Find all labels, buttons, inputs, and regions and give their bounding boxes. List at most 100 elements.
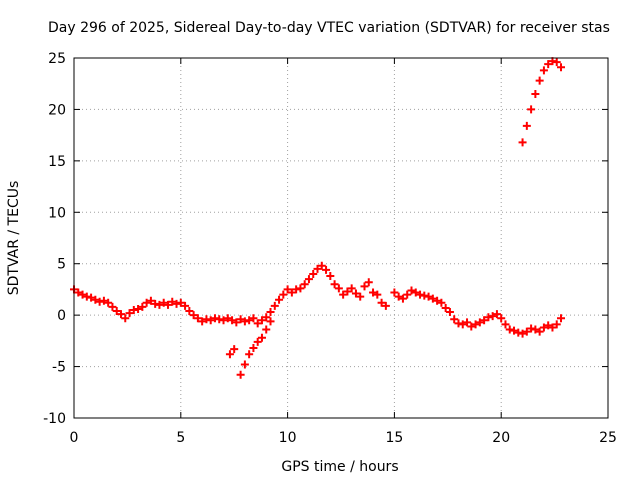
data-point	[522, 121, 531, 130]
data-point	[240, 317, 249, 326]
data-point	[360, 282, 369, 291]
data-point	[206, 316, 215, 325]
data-point	[373, 290, 382, 299]
data-point	[87, 293, 96, 302]
data-point	[339, 290, 348, 299]
data-point	[249, 344, 258, 353]
data-point	[522, 327, 531, 336]
y-tick-label: 20	[48, 102, 66, 118]
x-tick-label: 10	[279, 430, 297, 446]
data-point	[416, 290, 425, 299]
data-point	[326, 272, 335, 281]
x-tick-label: 0	[70, 430, 79, 446]
data-points	[70, 57, 566, 379]
data-point	[142, 298, 151, 307]
data-point	[116, 310, 125, 319]
data-point	[266, 308, 275, 317]
data-point	[527, 105, 536, 114]
data-point	[287, 288, 296, 297]
tick-labels: 0 5 10 15 20 25 -10 -5 0 5 10 15 20 25	[43, 51, 617, 446]
data-point	[544, 321, 553, 330]
data-point	[210, 314, 219, 323]
data-point	[539, 323, 548, 332]
data-point	[163, 300, 172, 309]
y-tick-label: 15	[48, 154, 66, 170]
data-point	[95, 297, 104, 306]
y-tick-label: -10	[43, 411, 66, 427]
data-point	[245, 316, 254, 325]
data-point	[544, 60, 553, 69]
data-point	[236, 315, 245, 324]
y-tick-label: -5	[52, 360, 66, 376]
y-axis-label: SDTVAR / TECUs	[6, 181, 22, 296]
data-point	[458, 320, 467, 329]
data-point	[232, 318, 241, 327]
data-point	[134, 304, 143, 313]
data-point	[535, 327, 544, 336]
data-point	[215, 315, 224, 324]
data-point	[467, 322, 476, 331]
data-point	[531, 90, 540, 98]
chart-title: Day 296 of 2025, Sidereal Day-to-day VTE…	[48, 20, 610, 36]
data-point	[381, 301, 390, 310]
data-point	[364, 278, 373, 287]
data-point	[390, 288, 399, 297]
data-point	[480, 316, 489, 325]
data-point	[510, 326, 519, 335]
plot-frame	[73, 57, 609, 419]
data-point	[309, 270, 318, 278]
data-point	[230, 345, 239, 354]
data-point	[198, 317, 207, 326]
y-tick-label: 25	[48, 51, 66, 67]
data-point	[403, 290, 412, 299]
axis-ticks	[73, 57, 609, 419]
data-point	[245, 350, 254, 359]
data-point	[168, 297, 177, 306]
data-point	[450, 315, 459, 324]
data-point	[497, 314, 506, 323]
data-point	[411, 288, 420, 297]
data-point	[121, 314, 130, 323]
data-point	[296, 284, 305, 293]
data-point	[266, 317, 275, 326]
data-point	[488, 312, 497, 321]
data-point	[300, 280, 309, 289]
data-point	[181, 301, 190, 310]
data-point	[557, 314, 566, 323]
y-tick-label: 5	[57, 257, 66, 273]
data-point	[304, 275, 313, 284]
data-point	[104, 298, 113, 307]
data-point	[253, 319, 262, 328]
data-point	[249, 314, 258, 323]
data-point	[240, 360, 249, 369]
data-point	[193, 314, 202, 323]
data-point	[189, 311, 198, 320]
data-point	[552, 58, 561, 67]
data-point	[433, 296, 442, 305]
data-point	[484, 313, 493, 322]
data-point	[138, 302, 147, 311]
data-point	[369, 288, 378, 297]
data-point	[108, 302, 117, 311]
data-point	[505, 325, 514, 334]
data-point	[351, 289, 360, 298]
data-point	[398, 294, 407, 303]
data-point	[176, 298, 185, 307]
grid-lines	[74, 58, 608, 418]
data-point	[82, 292, 91, 301]
data-point	[270, 301, 279, 310]
data-point	[253, 337, 262, 346]
data-point	[262, 313, 271, 322]
data-point	[279, 290, 288, 299]
data-point	[557, 63, 566, 72]
data-point	[223, 314, 232, 323]
data-point	[159, 298, 168, 307]
data-point	[330, 280, 339, 289]
data-point	[292, 285, 301, 294]
data-point	[437, 298, 446, 307]
data-point	[420, 291, 429, 300]
data-point	[99, 296, 108, 305]
x-tick-label: 25	[599, 430, 617, 446]
data-point	[527, 324, 536, 333]
